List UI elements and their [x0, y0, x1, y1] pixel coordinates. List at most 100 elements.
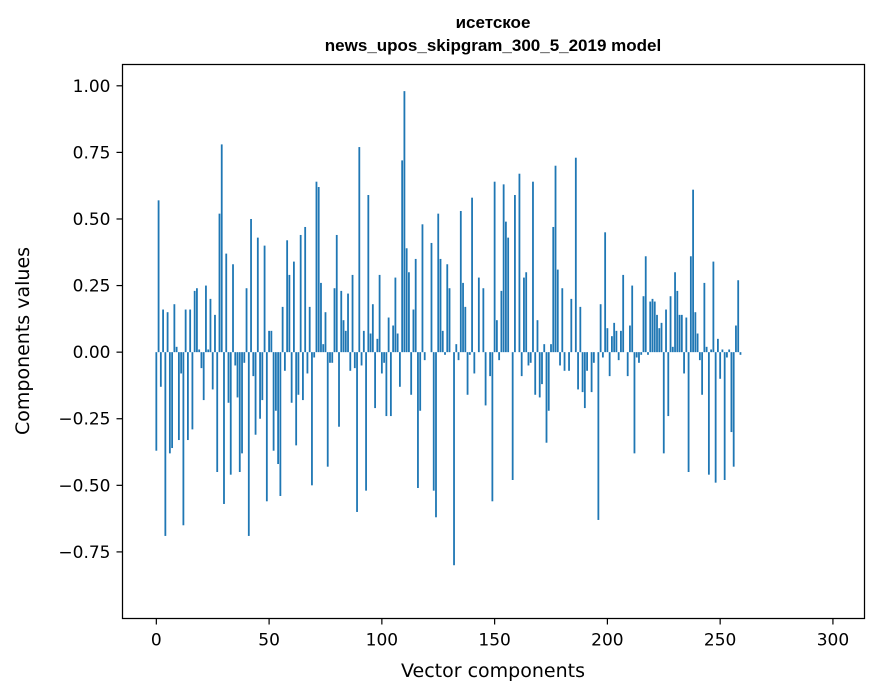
bar [739, 352, 742, 355]
bar [689, 256, 692, 353]
bar [225, 253, 228, 353]
bar [604, 232, 607, 353]
bar [191, 352, 194, 430]
bar [694, 312, 697, 353]
bar [687, 352, 690, 473]
bar [265, 352, 268, 502]
bar [322, 344, 325, 353]
bar [234, 352, 237, 366]
y-tick-label: −0.50 [58, 476, 110, 496]
bar [554, 165, 557, 353]
bar [511, 352, 514, 480]
bar [202, 352, 205, 401]
bar [647, 352, 649, 355]
bar [187, 352, 189, 441]
bar [371, 304, 374, 353]
bar [547, 352, 550, 411]
bar [256, 237, 259, 353]
bar [545, 352, 548, 443]
bar [500, 290, 503, 353]
plot-frame [121, 63, 866, 620]
bar [518, 173, 521, 353]
bar [444, 352, 446, 355]
bar [435, 352, 437, 518]
bar [726, 352, 728, 358]
bar [707, 352, 710, 475]
bar [392, 325, 395, 353]
bar [184, 309, 187, 353]
bar [723, 352, 726, 480]
bar [245, 288, 248, 353]
bar [464, 306, 467, 353]
bar [737, 280, 740, 353]
x-axis-label: Vector components [401, 660, 585, 682]
bar [171, 352, 174, 449]
bar [692, 189, 694, 353]
bar [360, 352, 363, 366]
bar [534, 352, 537, 395]
bar [471, 197, 473, 353]
bars-group [155, 91, 742, 566]
x-tick-label: 150 [478, 631, 510, 651]
bar [502, 184, 505, 353]
bar [586, 352, 588, 371]
bar [441, 330, 444, 353]
bar [254, 352, 257, 435]
bar [532, 181, 534, 353]
bar [374, 352, 376, 409]
bar [678, 314, 681, 353]
bar [331, 352, 334, 363]
bar [369, 333, 372, 353]
bar [559, 352, 561, 366]
bar [629, 325, 631, 353]
bar [290, 352, 293, 403]
bar [340, 290, 343, 353]
bar [274, 352, 277, 411]
bar [412, 309, 415, 353]
bar [651, 298, 654, 353]
bar [671, 346, 674, 353]
bar [590, 352, 593, 393]
bar [710, 349, 713, 353]
bar [358, 147, 361, 353]
bar [615, 330, 618, 353]
bar [482, 288, 485, 353]
bar [574, 157, 577, 353]
bar [622, 274, 625, 353]
bar [505, 221, 507, 353]
bar [159, 352, 162, 387]
x-tick-label: 50 [258, 631, 280, 651]
bar [514, 195, 516, 353]
bar [538, 352, 541, 398]
x-tick-label: 300 [817, 631, 849, 651]
bar [579, 306, 582, 353]
bar [283, 352, 286, 371]
bar [577, 352, 579, 390]
bar [214, 314, 216, 353]
bar [351, 274, 354, 353]
bar [277, 352, 280, 465]
bar [696, 333, 699, 353]
bar [473, 352, 476, 374]
bar [606, 328, 609, 353]
bar [286, 240, 289, 353]
bar [656, 314, 658, 353]
bar [484, 352, 487, 406]
bar [568, 352, 570, 371]
bar [342, 320, 345, 353]
bar [279, 352, 282, 496]
bar [338, 352, 340, 427]
bar [642, 296, 645, 353]
bar [432, 352, 435, 491]
y-tick-label: 0.00 [73, 343, 111, 363]
bar [611, 336, 613, 353]
bar [599, 304, 602, 353]
bar [717, 338, 719, 353]
bar [270, 330, 273, 353]
bar [175, 346, 178, 353]
bar [597, 352, 600, 520]
bar [302, 352, 304, 401]
bar [592, 352, 595, 363]
bar [347, 293, 349, 353]
